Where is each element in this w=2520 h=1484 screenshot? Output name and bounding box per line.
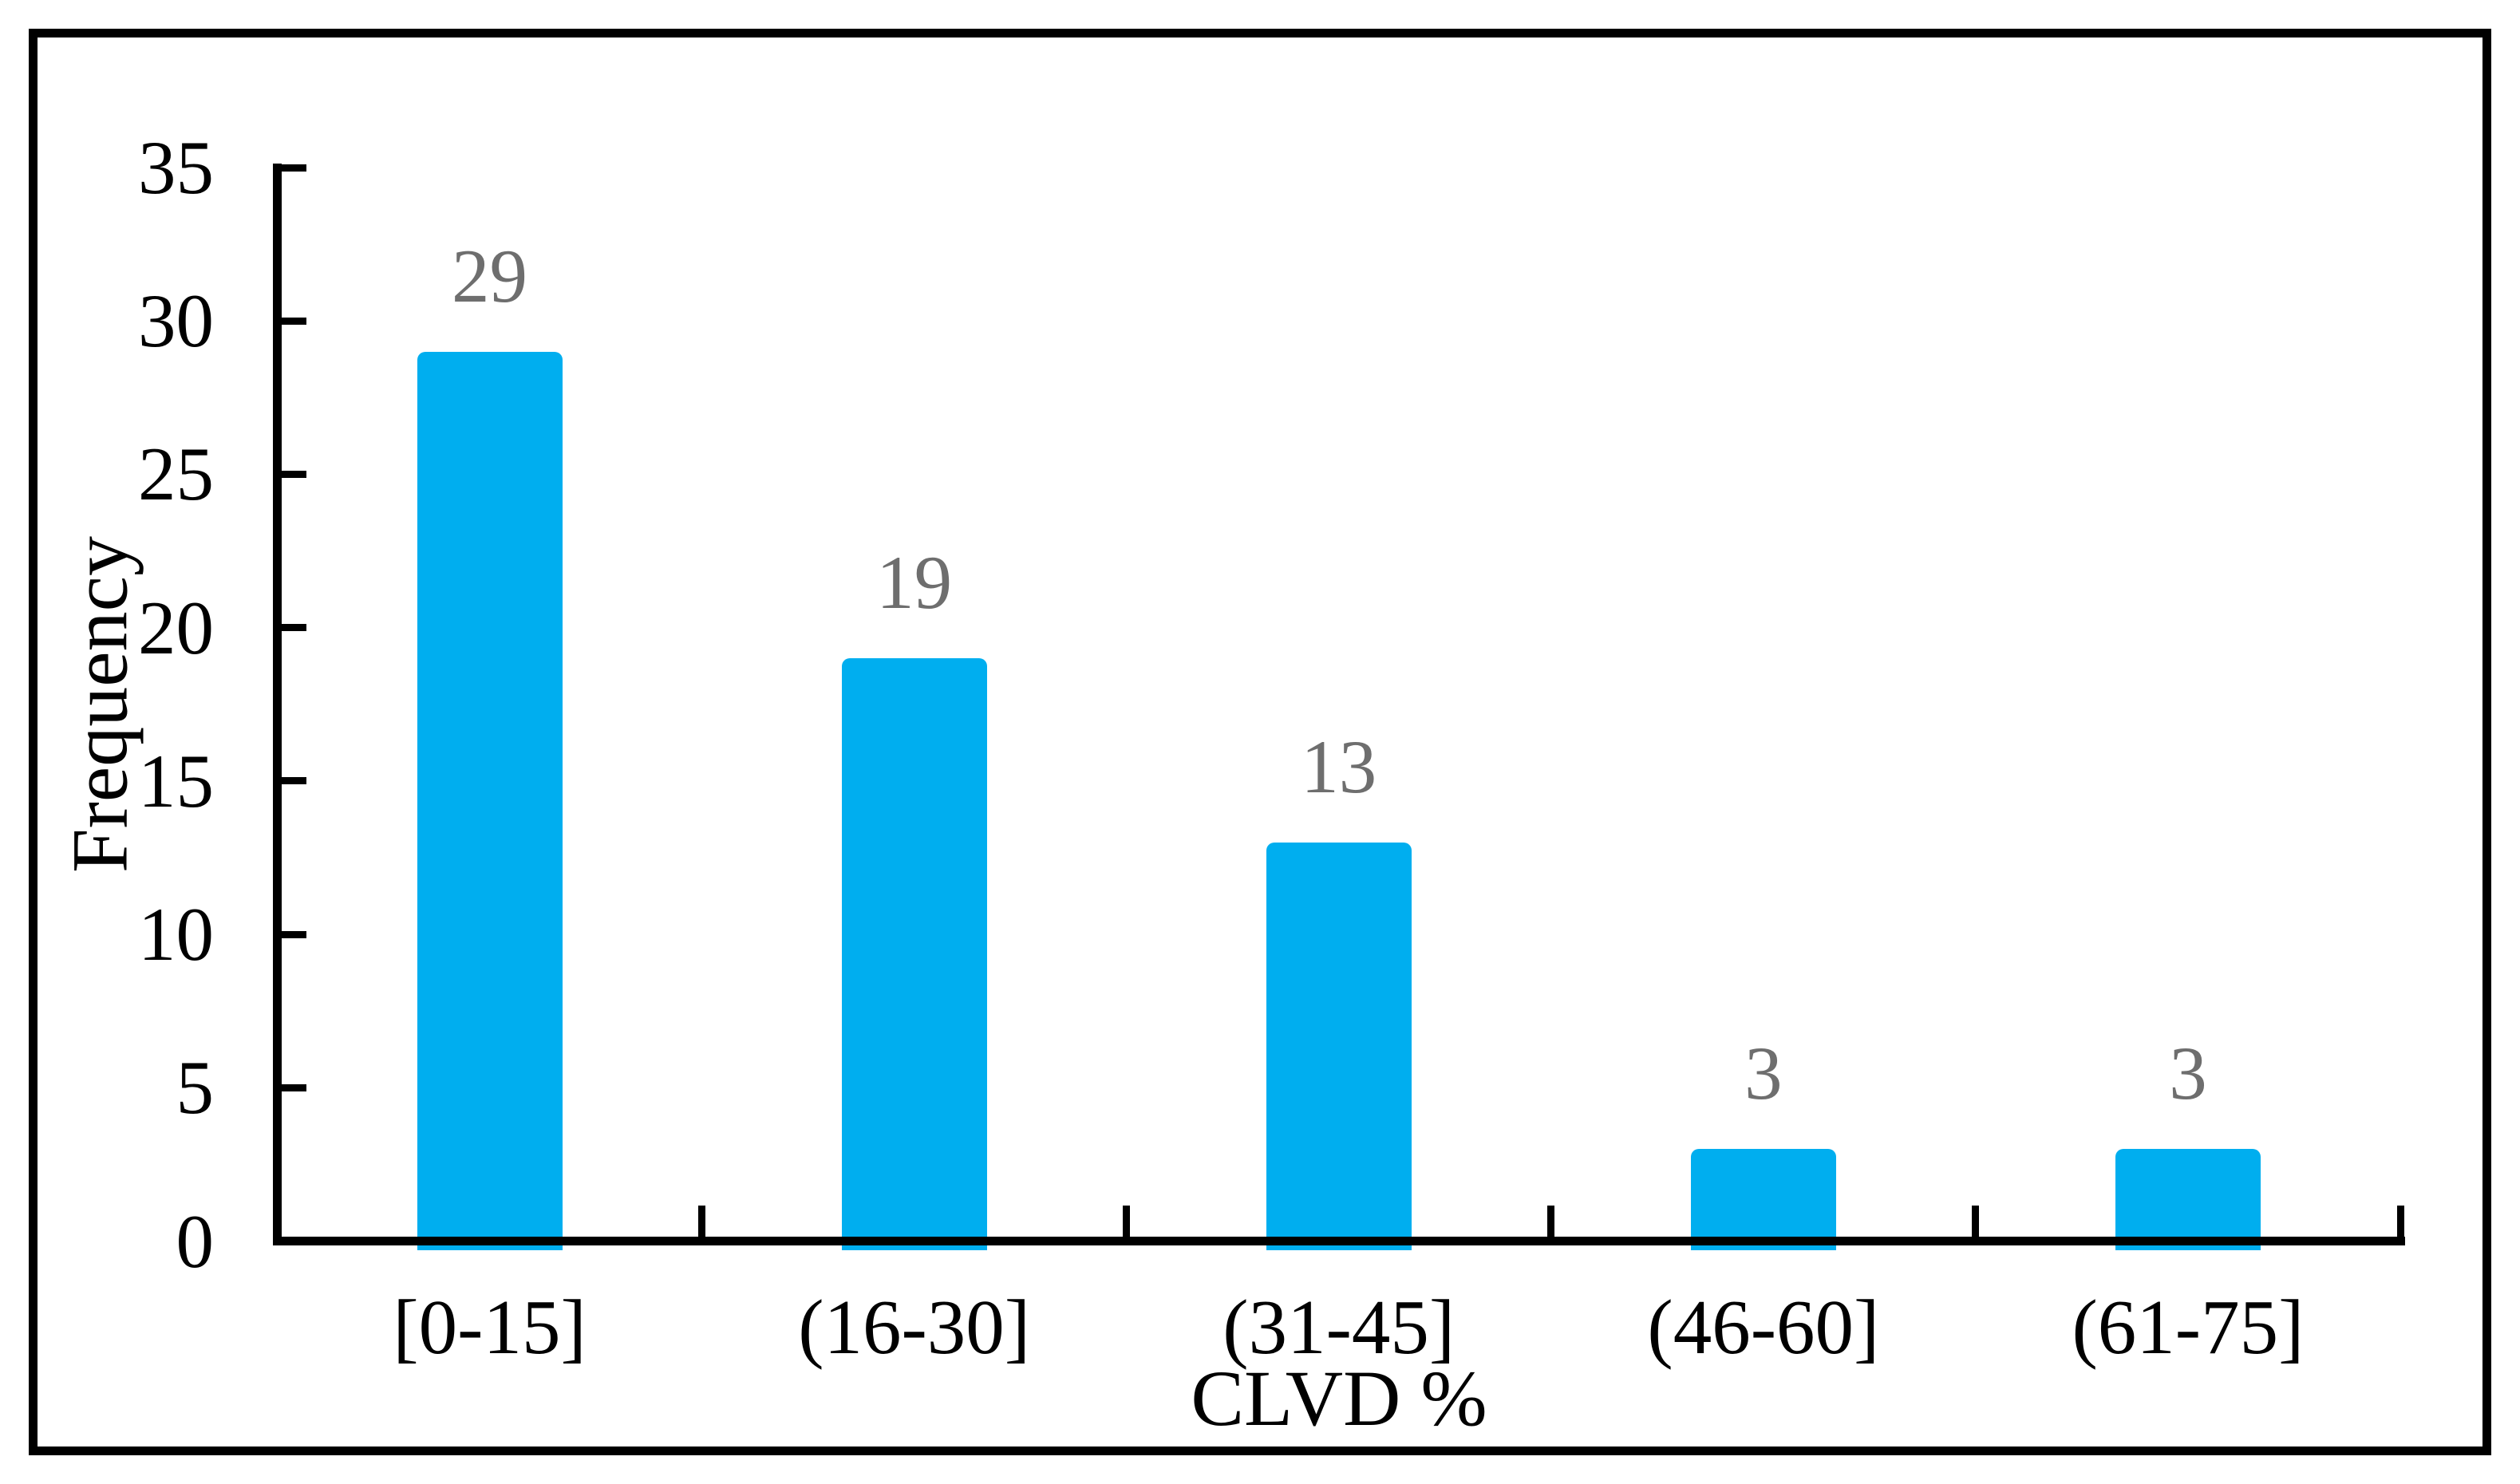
- bar-(46-60]: [1690, 1149, 1836, 1251]
- y-tick-mark: [277, 1083, 306, 1091]
- x-tick-mark: [1972, 1205, 1980, 1241]
- y-tick-mark: [277, 470, 306, 478]
- data-label-(31-45]: 13: [1301, 724, 1377, 809]
- y-tick-mark: [277, 930, 306, 938]
- y-tick-label: 30: [138, 278, 214, 364]
- y-tick-label: 25: [138, 432, 214, 517]
- x-tick-mark: [1547, 1205, 1555, 1241]
- y-tick-label: 20: [138, 585, 214, 670]
- x-category-label-(31-45]: (31-45]: [1222, 1285, 1456, 1370]
- y-tick-label: 10: [138, 892, 214, 977]
- bar-(61-75]: [2115, 1149, 2261, 1251]
- data-label-(46-60]: 3: [1744, 1031, 1783, 1116]
- data-label-(61-75]: 3: [2169, 1031, 2207, 1116]
- y-tick-label: 15: [138, 738, 214, 823]
- y-axis-line: [273, 164, 282, 1245]
- x-category-label-(46-60]: (46-60]: [1647, 1285, 1880, 1370]
- x-tick-mark: [698, 1205, 706, 1241]
- x-tick-mark: [2396, 1205, 2404, 1241]
- y-tick-label: 5: [176, 1045, 215, 1131]
- y-tick-label: 0: [176, 1198, 215, 1284]
- x-category-label-[0-15]: [0-15]: [393, 1285, 587, 1370]
- y-tick-mark: [277, 164, 306, 172]
- bar-(16-30]: [841, 658, 987, 1251]
- bar-(31-45]: [1266, 842, 1412, 1251]
- chart-border-frame: [29, 29, 2491, 1455]
- x-tick-mark: [1123, 1205, 1131, 1241]
- y-tick-mark: [277, 317, 306, 325]
- x-category-label-(61-75]: (61-75]: [2072, 1285, 2305, 1370]
- data-label-[0-15]: 29: [452, 233, 528, 318]
- y-tick-mark: [277, 777, 306, 785]
- y-tick-mark: [277, 624, 306, 632]
- y-tick-label: 35: [138, 125, 214, 210]
- x-axis-title: CLVD %: [1191, 1354, 1487, 1443]
- data-label-(16-30]: 19: [876, 540, 953, 626]
- x-axis-line: [273, 1237, 2405, 1245]
- bar-[0-15]: [417, 351, 563, 1251]
- x-category-label-(16-30]: (16-30]: [798, 1285, 1031, 1370]
